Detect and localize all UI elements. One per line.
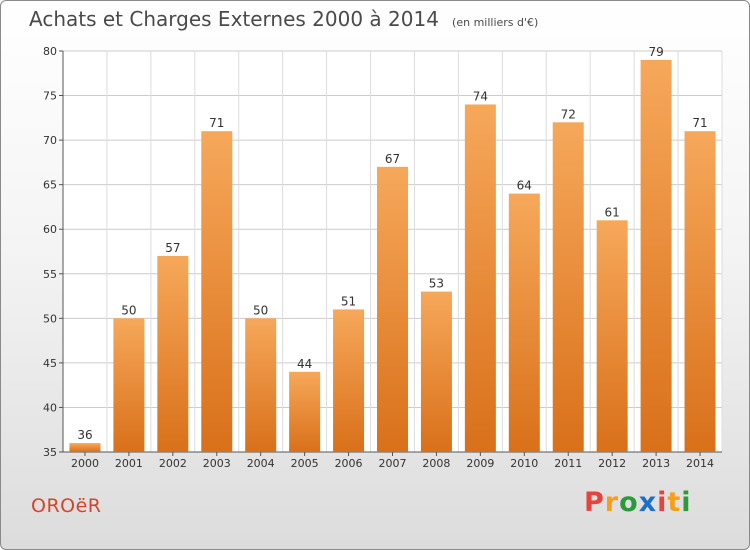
- data-label-2011: 72: [561, 107, 576, 121]
- data-label-2014: 71: [692, 116, 707, 130]
- bar-2013: [640, 59, 672, 453]
- data-label-2006: 51: [341, 294, 356, 308]
- brand-logo-letter: o: [619, 487, 639, 518]
- y-tick-label: 65: [43, 179, 57, 192]
- brand-logo-letter: r: [604, 487, 620, 518]
- bar-2011: [552, 122, 584, 453]
- x-tick-label-2009: 2009: [466, 457, 494, 470]
- brand-logo: Proxiti: [584, 487, 692, 518]
- data-label-2000: 36: [77, 428, 92, 442]
- y-tick-label: 55: [43, 268, 57, 281]
- bar-2001: [113, 318, 145, 452]
- x-tick-label-2007: 2007: [379, 457, 407, 470]
- bar-2009: [464, 104, 496, 452]
- brand-logo-letter: i: [681, 487, 692, 518]
- bar-2003: [201, 131, 233, 452]
- chart-title: Achats et Charges Externes 2000 à 2014: [29, 7, 439, 31]
- x-tick-label-2013: 2013: [642, 457, 670, 470]
- bar-2014: [684, 131, 716, 452]
- y-tick-label: 70: [43, 134, 57, 147]
- bars: [69, 59, 716, 453]
- x-tick-label-2008: 2008: [422, 457, 450, 470]
- data-label-2007: 67: [385, 152, 400, 166]
- bar-2004: [245, 318, 277, 452]
- data-label-2002: 57: [165, 241, 180, 255]
- commune-name: OROëR: [31, 495, 102, 517]
- data-label-2008: 53: [429, 277, 444, 291]
- brand-logo-letter: i: [657, 487, 668, 518]
- bar-2007: [377, 166, 408, 452]
- brand-logo-letter: x: [638, 487, 658, 518]
- bar-2006: [333, 309, 365, 452]
- data-label-2003: 71: [209, 116, 224, 130]
- y-tick-label: 75: [43, 90, 57, 103]
- x-tick-label-2012: 2012: [598, 457, 626, 470]
- x-tick-label-2004: 2004: [247, 457, 275, 470]
- y-tick-label: 80: [43, 45, 57, 58]
- y-tick-label: 35: [43, 446, 57, 459]
- brand-logo-letter: t: [667, 487, 682, 518]
- x-tick-label-2003: 2003: [203, 457, 231, 470]
- x-tick-label-2002: 2002: [159, 457, 187, 470]
- x-tick-label-2001: 2001: [115, 457, 143, 470]
- bar-2012: [596, 220, 628, 452]
- brand-logo-letter: P: [584, 487, 605, 518]
- bar-2005: [289, 371, 321, 452]
- y-tick-label: 45: [43, 357, 57, 370]
- labels: 36 2000 50 2001 57 2002 71 2003 50 2004 44 2005 51 20…: [71, 45, 714, 470]
- data-label-2009: 74: [473, 89, 488, 103]
- x-tick-label-2005: 2005: [291, 457, 319, 470]
- y-tick-label: 40: [43, 401, 57, 414]
- bar-2002: [157, 255, 189, 452]
- x-tick-label-2006: 2006: [335, 457, 363, 470]
- x-tick-label-2014: 2014: [686, 457, 714, 470]
- data-label-2001: 50: [121, 303, 136, 317]
- data-label-2010: 64: [517, 179, 532, 193]
- data-label-2004: 50: [253, 303, 268, 317]
- chart-subtitle: (en milliers d'€): [452, 16, 539, 29]
- data-label-2013: 79: [648, 45, 663, 59]
- x-tick-label-2000: 2000: [71, 457, 99, 470]
- bar-2010: [508, 193, 540, 453]
- bar-2008: [420, 291, 452, 452]
- data-label-2005: 44: [297, 357, 312, 371]
- x-tick-label-2010: 2010: [510, 457, 538, 470]
- y-tick-label: 50: [43, 312, 57, 325]
- y-tick-label: 60: [43, 223, 57, 236]
- data-label-2012: 61: [605, 205, 620, 219]
- bar-2000: [69, 443, 101, 452]
- title-block: Achats et Charges Externes 2000 à 2014 (…: [29, 7, 538, 31]
- x-tick-label-2011: 2011: [554, 457, 582, 470]
